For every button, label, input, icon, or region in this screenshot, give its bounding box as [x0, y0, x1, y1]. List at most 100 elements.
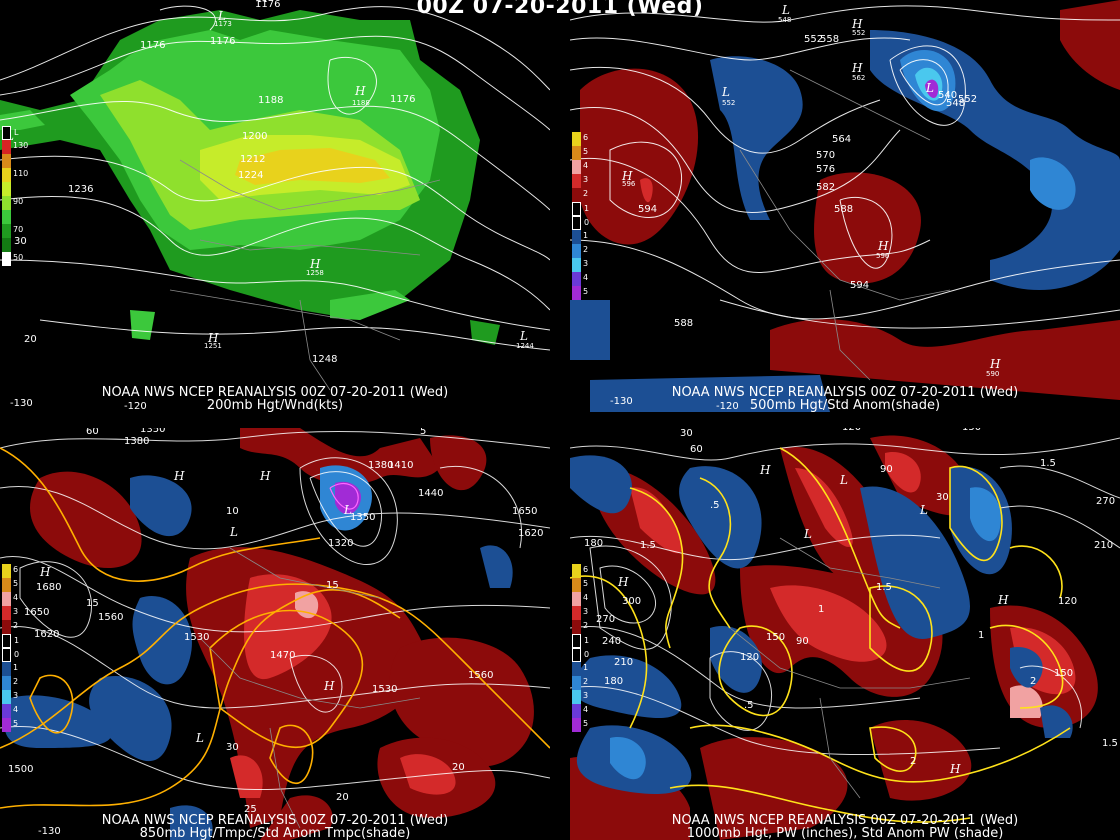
- map-200mb: 1176 1176 1173 1176 1188 1176 1188 1200 …: [0, 0, 550, 391]
- contour-labels-200mb: 1176 1176 1173 1176 1188 1176 1188 1200 …: [14, 0, 534, 365]
- svg-text:1.5: 1.5: [640, 540, 656, 551]
- legend-swatch: 2: [572, 188, 588, 202]
- svg-text:1248: 1248: [312, 354, 337, 365]
- legend-swatch: 3: [572, 606, 588, 620]
- svg-text:596: 596: [876, 252, 890, 260]
- legend-swatch: 5: [572, 718, 588, 732]
- panel-footer: NOAA NWS NCEP REANALYSIS 00Z 07-20-2011 …: [101, 813, 449, 840]
- svg-text:H: H: [759, 463, 771, 477]
- svg-text:1380: 1380: [124, 436, 149, 447]
- legend-swatch: [2, 210, 11, 224]
- svg-text:1530: 1530: [184, 632, 209, 643]
- svg-text:60: 60: [86, 428, 99, 437]
- svg-text:1620: 1620: [518, 528, 543, 539]
- svg-text:540: 540: [938, 90, 957, 101]
- svg-text:596: 596: [622, 180, 636, 188]
- svg-text:1200: 1200: [242, 131, 267, 142]
- panel-1000mb-pw: 30 60 120 150 90 30 270 210 120 150 180 …: [570, 428, 1120, 840]
- legend-swatch: 0: [2, 648, 19, 662]
- legend-swatch: 3: [2, 606, 18, 620]
- legend-swatch: 2: [2, 676, 18, 690]
- contour-labels-850mb: 1350 1380 60 1380 1410 5 1440 1650 1620 …: [8, 428, 543, 815]
- svg-text:H: H: [877, 239, 889, 253]
- svg-text:1680: 1680: [36, 582, 61, 593]
- legend-swatch: 0: [572, 648, 589, 662]
- svg-text:30: 30: [936, 492, 949, 503]
- svg-text:H: H: [39, 565, 51, 579]
- svg-text:552: 552: [804, 34, 823, 45]
- svg-text:.5: .5: [744, 700, 754, 711]
- svg-text:H: H: [617, 575, 629, 589]
- contour-labels-1000mb: 30 60 120 150 90 30 270 210 120 150 180 …: [584, 428, 1118, 767]
- svg-text:552: 552: [958, 94, 977, 105]
- svg-text:210: 210: [1094, 540, 1113, 551]
- legend-swatch: 6: [572, 564, 588, 578]
- svg-text:1.5: 1.5: [1102, 738, 1118, 749]
- svg-text:1350: 1350: [350, 512, 375, 523]
- main-title: 00Z 07-20-2011 (Wed): [416, 0, 704, 19]
- svg-text:270: 270: [1096, 496, 1115, 507]
- svg-text:1176: 1176: [390, 94, 415, 105]
- svg-text:1650: 1650: [24, 607, 49, 618]
- svg-text:150: 150: [962, 428, 981, 433]
- svg-text:1620: 1620: [34, 629, 59, 640]
- legend-swatch: 4: [2, 592, 18, 606]
- legend-swatch: 0: [572, 216, 589, 230]
- svg-text:562: 562: [852, 74, 865, 82]
- legend-swatch: 4: [572, 592, 588, 606]
- svg-text:L: L: [229, 525, 238, 539]
- map-850mb: 1350 1380 60 1380 1410 5 1440 1650 1620 …: [0, 428, 550, 840]
- legend-swatch: 5: [2, 578, 18, 592]
- legend-swatch: 50: [2, 252, 23, 266]
- legend-500mb: 6 5 4 3 2 1 0 1 2 3 4 5: [572, 132, 589, 300]
- legend-swatch: 3: [572, 174, 588, 188]
- pressure-centers-850mb: H H L L H H L: [39, 469, 352, 745]
- legend-swatch: 5: [572, 578, 588, 592]
- svg-text:180: 180: [584, 538, 603, 549]
- legend-swatch: 2: [2, 620, 18, 634]
- svg-text:H: H: [851, 17, 863, 31]
- legend-swatch: 130: [2, 140, 28, 154]
- svg-text:120: 120: [740, 652, 759, 663]
- lon-label: -120: [124, 401, 147, 412]
- pressure-centers-1000mb: H L L L H H H: [617, 463, 1009, 776]
- svg-text:25: 25: [244, 804, 257, 815]
- lon-label: -130: [10, 398, 33, 409]
- legend-swatch: L: [2, 126, 18, 140]
- svg-text:20: 20: [452, 762, 465, 773]
- svg-text:L: L: [343, 503, 352, 517]
- legend-200mb: L 130 110 90 70 50: [2, 126, 28, 266]
- lon-label: -130: [610, 396, 633, 407]
- svg-text:552: 552: [722, 99, 735, 107]
- svg-text:1350: 1350: [140, 428, 165, 435]
- lon-label: -120: [716, 401, 739, 412]
- svg-text:2: 2: [910, 756, 916, 767]
- panel-footer: NOAA NWS NCEP REANALYSIS 00Z 07-20-2011 …: [671, 813, 1019, 840]
- legend-swatch: 1: [572, 230, 588, 244]
- svg-text:H: H: [851, 61, 863, 75]
- svg-text:1236: 1236: [68, 184, 93, 195]
- legend-swatch: 70: [2, 224, 23, 238]
- legend-swatch: 1: [572, 662, 588, 676]
- svg-text:180: 180: [604, 676, 623, 687]
- legend-1000mb: 6 5 4 3 2 1 0 1 2 3 4 5: [572, 564, 589, 732]
- svg-text:H: H: [173, 469, 185, 483]
- lon-label: -130: [38, 826, 61, 837]
- legend-swatch: 1: [2, 634, 19, 648]
- svg-text:15: 15: [86, 598, 99, 609]
- contour-labels-500mb: 548 552 558 552 562 540 548 552 552 564 …: [622, 16, 999, 378]
- legend-swatch: 4: [572, 704, 588, 718]
- svg-text:1224: 1224: [238, 170, 263, 181]
- panel-850mb: 1350 1380 60 1380 1410 5 1440 1650 1620 …: [0, 428, 550, 840]
- svg-text:576: 576: [816, 164, 835, 175]
- svg-text:1: 1: [978, 630, 984, 641]
- svg-text:1470: 1470: [270, 650, 295, 661]
- svg-text:1.5: 1.5: [1040, 458, 1056, 469]
- legend-swatch: 4: [2, 704, 18, 718]
- svg-text:1251: 1251: [204, 342, 222, 350]
- svg-text:120: 120: [1058, 596, 1077, 607]
- svg-text:1176: 1176: [140, 40, 165, 51]
- svg-text:1173: 1173: [214, 20, 232, 28]
- svg-text:H: H: [323, 679, 335, 693]
- svg-text:240: 240: [602, 636, 621, 647]
